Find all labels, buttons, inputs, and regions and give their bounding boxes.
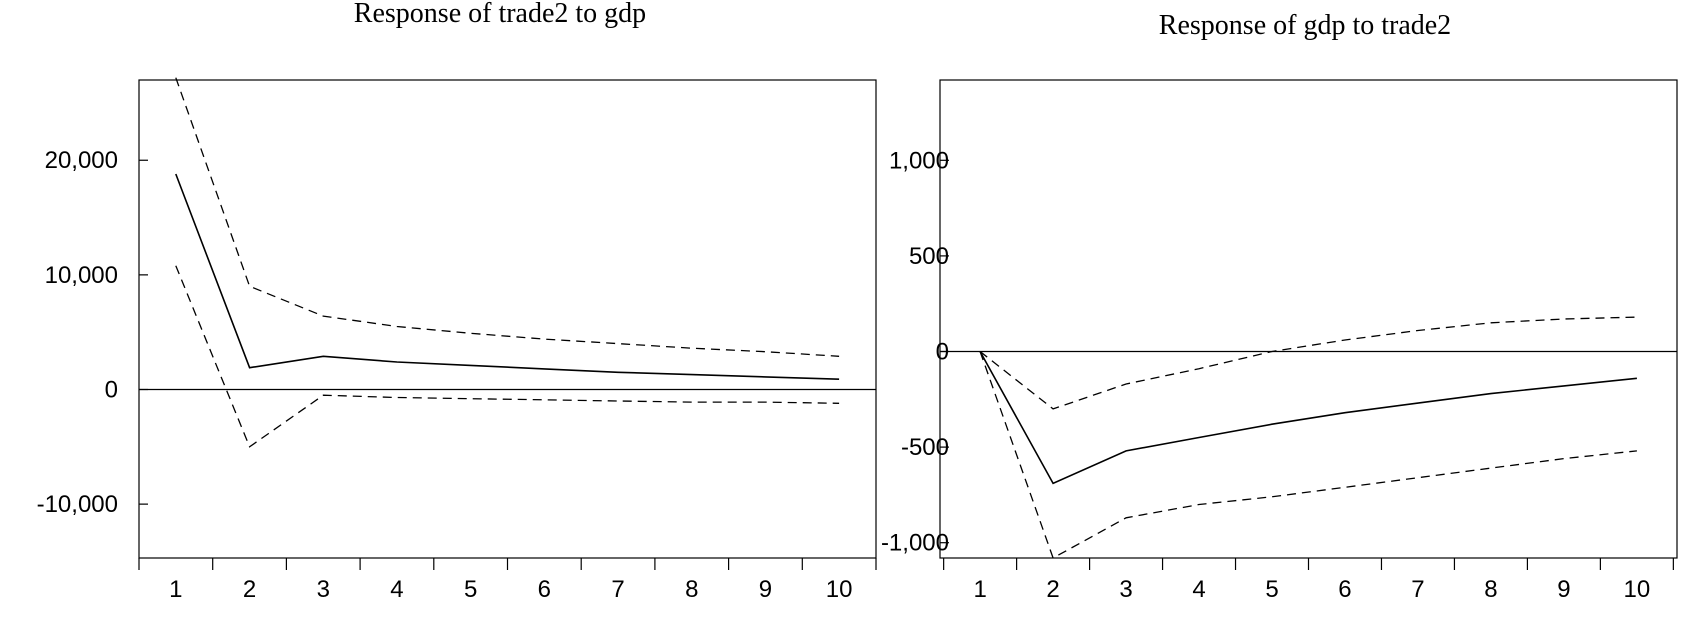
impulse-response-line bbox=[979, 351, 1637, 485]
x-tick-label: 5 bbox=[1265, 576, 1278, 603]
plot-frame bbox=[138, 79, 877, 559]
x-tick-label: 1 bbox=[973, 576, 986, 603]
x-tick-label: 2 bbox=[243, 576, 256, 603]
x-axis: 1 2 3 4 5 6 7 8 9 10 bbox=[943, 558, 1674, 603]
y-tick-label: 20,000 bbox=[45, 147, 118, 174]
x-tick-label: 10 bbox=[1624, 576, 1651, 603]
x-tick-label: 5 bbox=[464, 576, 477, 603]
confidence-band-line bbox=[979, 316, 1637, 410]
x-tick-label: 8 bbox=[1484, 576, 1497, 603]
x-tick-label: 6 bbox=[538, 576, 551, 603]
x-tick-label: 1 bbox=[169, 576, 182, 603]
x-tick-label: 2 bbox=[1046, 576, 1059, 603]
confidence-band-line bbox=[979, 351, 1637, 559]
y-tick-label: -10,000 bbox=[37, 491, 118, 518]
y-tick-label: 1,000 bbox=[889, 147, 949, 174]
y-tick-label: 500 bbox=[909, 243, 949, 270]
x-tick-label: 7 bbox=[611, 576, 624, 603]
y-tick-label: 0 bbox=[105, 376, 118, 403]
chart-panel-trade2-to-gdp: Response of trade2 to gdp -10,000 0 10,000… bbox=[37, 0, 877, 603]
chart-title: Response of trade2 to gdp bbox=[354, 0, 646, 29]
x-tick-label: 6 bbox=[1338, 576, 1351, 603]
confidence-band-line bbox=[175, 77, 840, 357]
y-tick-label: -1,000 bbox=[881, 530, 949, 557]
impulse-response-line bbox=[175, 173, 840, 380]
x-tick-label: 4 bbox=[390, 576, 403, 603]
x-tick-label: 4 bbox=[1192, 576, 1205, 603]
x-tick-label: 10 bbox=[826, 576, 853, 603]
x-tick-label: 3 bbox=[1119, 576, 1132, 603]
y-axis: -1,000 -500 0 500 1,000 bbox=[881, 147, 949, 557]
series-lines bbox=[175, 77, 840, 448]
x-tick-label: 3 bbox=[317, 576, 330, 603]
y-axis: -10,000 0 10,000 20,000 bbox=[37, 147, 148, 518]
y-tick-label: -500 bbox=[901, 434, 949, 461]
x-tick-label: 9 bbox=[1557, 576, 1570, 603]
chart-title: Response of gdp to trade2 bbox=[1159, 10, 1451, 41]
x-tick-label: 9 bbox=[759, 576, 772, 603]
y-tick-label: 0 bbox=[936, 339, 949, 366]
x-tick-label: 8 bbox=[685, 576, 698, 603]
chart-panel-gdp-to-trade2: Response of gdp to trade2 -1,000 -500 0 500… bbox=[881, 10, 1678, 603]
y-tick-label: 10,000 bbox=[45, 262, 118, 289]
x-axis: 1 2 3 4 5 6 7 8 9 10 bbox=[138, 558, 877, 603]
x-tick-label: 7 bbox=[1411, 576, 1424, 603]
series-lines bbox=[979, 316, 1637, 559]
confidence-band-line bbox=[175, 265, 840, 448]
